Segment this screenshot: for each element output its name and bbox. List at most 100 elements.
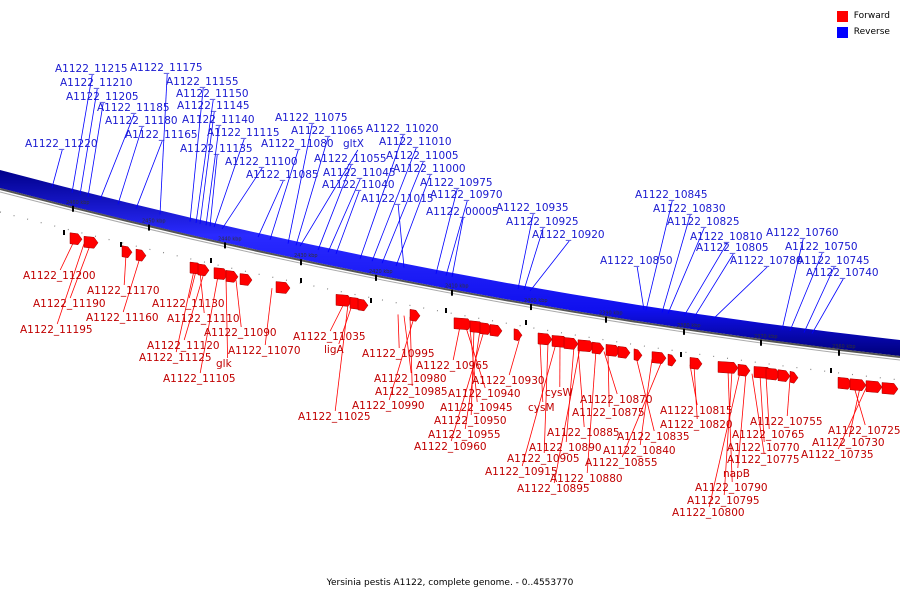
forward-gene-label[interactable]: A1122_10915 — [485, 466, 558, 478]
forward-gene-feature[interactable] — [563, 337, 579, 350]
forward-gene-feature[interactable] — [513, 328, 523, 342]
forward-gene-label[interactable]: cysM — [528, 402, 555, 414]
forward-gene-label[interactable]: A1122_11125 — [139, 352, 212, 364]
forward-gene-label[interactable]: A1122_10995 — [362, 348, 435, 360]
forward-gene-feature[interactable] — [737, 363, 751, 377]
forward-gene-label[interactable]: A1122_10990 — [352, 400, 425, 412]
forward-gene-label[interactable]: A1122_11160 — [86, 312, 159, 324]
forward-gene-label[interactable]: A1122_10985 — [375, 386, 448, 398]
forward-gene-label[interactable]: A1122_10735 — [801, 449, 874, 461]
forward-gene-label[interactable]: A1122_11200 — [23, 270, 96, 282]
forward-gene-label[interactable]: A1122_10945 — [440, 402, 513, 414]
forward-gene-feature[interactable] — [225, 270, 239, 283]
forward-gene-feature[interactable] — [865, 380, 883, 393]
forward-gene-label[interactable]: napB — [723, 468, 750, 480]
reverse-gene-label[interactable]: A1122_11180 — [105, 115, 178, 127]
reverse-gene-label[interactable]: A1122_11010 — [379, 136, 452, 148]
forward-gene-label[interactable]: A1122_11070 — [228, 345, 301, 357]
forward-gene-label[interactable]: A1122_11170 — [87, 285, 160, 297]
forward-gene-feature[interactable] — [537, 332, 553, 346]
reverse-gene-label[interactable]: A1122_10745 — [797, 255, 870, 267]
forward-gene-label[interactable]: A1122_10790 — [695, 482, 768, 494]
forward-gene-feature[interactable] — [83, 236, 99, 249]
forward-gene-feature[interactable] — [69, 232, 83, 246]
reverse-gene-label[interactable]: A1122_11075 — [275, 112, 348, 124]
forward-gene-feature[interactable] — [357, 298, 369, 312]
forward-gene-label[interactable]: A1122_11035 — [293, 331, 366, 343]
forward-gene-label[interactable]: A1122_10770 — [727, 442, 800, 454]
forward-gene-label[interactable]: A1122_11025 — [298, 411, 371, 423]
reverse-gene-label[interactable]: A1122_10850 — [600, 255, 673, 267]
forward-gene-feature[interactable] — [591, 341, 605, 355]
reverse-gene-label[interactable]: A1122_10925 — [506, 216, 579, 228]
reverse-gene-label[interactable]: A1122_10970 — [430, 189, 503, 201]
reverse-gene-label[interactable]: A1122_11115 — [207, 127, 280, 139]
forward-gene-label[interactable]: A1122_10725 — [828, 425, 900, 437]
forward-gene-feature[interactable] — [121, 245, 133, 259]
forward-gene-feature[interactable] — [275, 281, 291, 294]
reverse-gene-label[interactable]: A1122_11215 — [55, 63, 128, 75]
reverse-gene-label[interactable]: A1122_11080 — [261, 138, 334, 150]
forward-gene-label[interactable]: cysW — [545, 387, 573, 399]
forward-gene-label[interactable]: A1122_10890 — [529, 442, 602, 454]
forward-gene-label[interactable]: A1122_10820 — [660, 419, 733, 431]
forward-gene-label[interactable]: A1122_11190 — [33, 298, 106, 310]
reverse-gene-label[interactable]: A1122_11135 — [180, 143, 253, 155]
forward-gene-label[interactable]: A1122_10815 — [660, 405, 733, 417]
reverse-gene-label[interactable]: A1122_11040 — [322, 179, 395, 191]
forward-gene-feature[interactable] — [789, 370, 799, 384]
reverse-gene-label[interactable]: A1122_11020 — [366, 123, 439, 135]
reverse-gene-label[interactable]: A1122_11140 — [182, 114, 255, 126]
forward-gene-label[interactable]: A1122_10955 — [428, 429, 501, 441]
reverse-gene-label[interactable]: A1122_11100 — [225, 156, 298, 168]
forward-gene-label[interactable]: A1122_10855 — [585, 457, 658, 469]
forward-gene-label[interactable]: A1122_10800 — [672, 507, 745, 519]
forward-gene-label[interactable]: A1122_10730 — [812, 437, 885, 449]
reverse-gene-label[interactable]: A1122_11055 — [314, 153, 387, 165]
reverse-gene-label[interactable]: A1122_11150 — [176, 88, 249, 100]
reverse-gene-label[interactable]: A1122_10830 — [653, 203, 726, 215]
reverse-gene-label[interactable]: A1122_11175 — [130, 62, 203, 74]
forward-gene-label[interactable]: A1122_10765 — [732, 429, 805, 441]
reverse-gene-label[interactable]: A1122_11145 — [177, 100, 250, 112]
forward-gene-feature[interactable] — [849, 378, 867, 391]
forward-gene-label[interactable]: A1122_10870 — [580, 394, 653, 406]
reverse-gene-label[interactable]: A1122_10935 — [496, 202, 569, 214]
reverse-gene-label[interactable]: A1122_10810 — [690, 231, 763, 243]
forward-gene-label[interactable]: A1122_10885 — [547, 427, 620, 439]
reverse-gene-label[interactable]: gltX — [343, 138, 364, 150]
forward-gene-feature[interactable] — [197, 263, 210, 277]
reverse-gene-label[interactable]: A1122_11165 — [125, 129, 198, 141]
reverse-gene-label[interactable]: A1122_10975 — [420, 177, 493, 189]
forward-gene-feature[interactable] — [409, 309, 421, 322]
reverse-gene-label[interactable]: A1122_11065 — [291, 125, 364, 137]
forward-gene-label[interactable]: A1122_10960 — [414, 441, 487, 453]
reverse-gene-label[interactable]: A1122_11205 — [66, 91, 139, 103]
forward-gene-feature[interactable] — [577, 339, 595, 353]
forward-gene-label[interactable]: A1122_11105 — [163, 373, 236, 385]
reverse-gene-label[interactable]: A1122_10750 — [785, 241, 858, 253]
forward-gene-label[interactable]: A1122_10980 — [374, 373, 447, 385]
forward-gene-label[interactable]: A1122_10880 — [550, 473, 623, 485]
reverse-gene-label[interactable]: A1122_11085 — [246, 169, 319, 181]
forward-gene-label[interactable]: A1122_10950 — [434, 415, 507, 427]
forward-gene-label[interactable]: A1122_10835 — [617, 431, 690, 443]
forward-gene-label[interactable]: A1122_11090 — [204, 327, 277, 339]
reverse-gene-label[interactable]: A1122_10825 — [667, 216, 740, 228]
forward-gene-label[interactable]: A1122_10840 — [603, 445, 676, 457]
reverse-gene-label[interactable]: A1122_10920 — [532, 229, 605, 241]
forward-gene-feature[interactable] — [489, 324, 503, 337]
reverse-gene-label[interactable]: A1122_11045 — [323, 167, 396, 179]
forward-gene-label[interactable]: A1122_11195 — [20, 324, 93, 336]
reverse-gene-label[interactable]: A1122_10780 — [730, 255, 803, 267]
reverse-gene-label[interactable]: A1122_10760 — [766, 227, 839, 239]
forward-gene-feature[interactable] — [689, 357, 703, 370]
forward-gene-label[interactable]: A1122_10930 — [472, 375, 545, 387]
forward-gene-label[interactable]: A1122_11120 — [147, 340, 220, 352]
forward-gene-label[interactable]: A1122_11130 — [152, 298, 225, 310]
reverse-gene-label[interactable]: A1122_11000 — [393, 163, 466, 175]
forward-gene-feature[interactable] — [617, 346, 631, 359]
forward-gene-label[interactable]: A1122_10895 — [517, 483, 590, 495]
forward-gene-feature[interactable] — [651, 351, 667, 364]
reverse-gene-label[interactable]: A1122_11220 — [25, 138, 98, 150]
